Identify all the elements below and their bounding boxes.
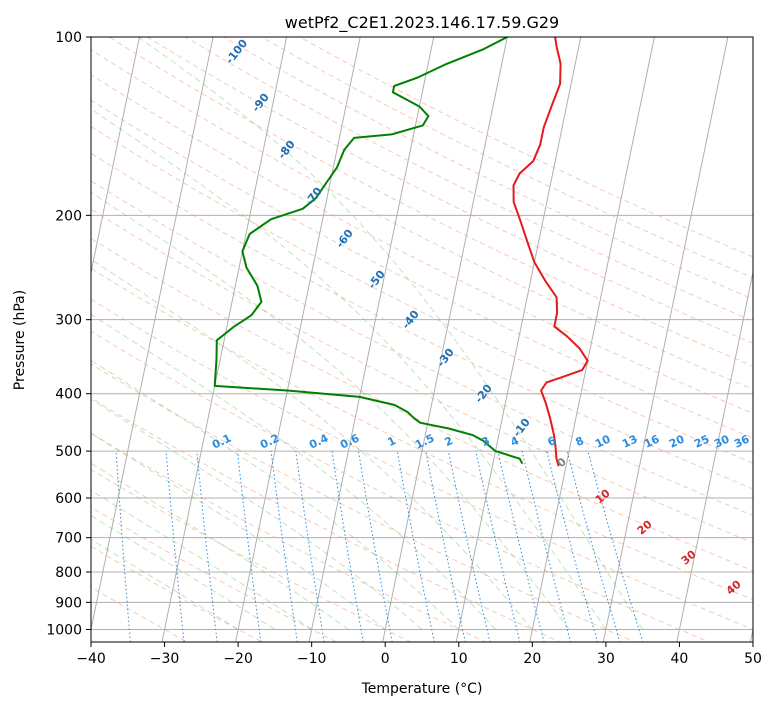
y-tick-label: 100 [55,30,82,46]
y-tick-label: 300 [55,313,82,329]
y-tick-label: 500 [55,444,82,460]
temperature-profile-line [512,37,589,467]
x-tick-label: 30 [597,651,615,667]
mixing-ratio-line [295,451,325,642]
x-tick-label: −40 [76,651,106,667]
isotherm-line [161,37,288,642]
y-tick-label: 400 [55,387,82,403]
x-tick-label: 10 [450,651,468,667]
x-tick-label: 40 [671,651,689,667]
moist-adiabat-line [91,108,607,630]
plot-frame [90,36,754,643]
dry-adiabat-line [91,298,753,630]
mixing-ratio-label: 10 [593,432,613,450]
y-tick-label: 1000 [46,622,82,638]
y-tick-label: 200 [55,208,82,224]
moist-adiabat-line [91,191,570,630]
x-tick-label: 20 [523,651,541,667]
y-tick-label: 800 [55,565,82,581]
mixing-ratio-line [448,451,491,642]
dry-adiabat-line [91,506,338,642]
x-tick-label: −20 [223,651,253,667]
mixing-ratio-label: 16 [642,432,662,450]
background-lines [91,37,753,642]
moist-adiabat-line [91,538,239,630]
moist-adiabat-line [91,258,533,630]
isotherm-line [602,37,729,642]
moist-adiabat-line [137,37,644,630]
mixing-ratio-label: 30 [712,432,732,450]
dry-adiabat-line [91,208,753,544]
dry-adiabat-line [91,468,413,642]
isotherm-line [91,37,214,632]
x-tick-label: 0 [381,651,390,667]
axes: −40 −30 −20 −10 0 10 20 30 40 50 100 200 300 400 500 60… [46,30,762,667]
mixing-ratio-line [358,451,393,642]
isotherm-line [91,37,140,275]
isotherm-line [529,37,655,642]
mixing-ratio-line [475,450,521,642]
mixing-ratio-label: 20 [667,432,687,450]
mixing-ratio-line [497,450,545,642]
moist-adiabat-line [91,398,423,630]
isotherm-line [382,37,508,642]
y-tick-label: 900 [55,595,82,611]
moist-adiabat-line [91,432,386,630]
mixing-ratio-line [521,450,572,642]
mixing-ratio-line [196,451,218,642]
mixing-ratio-line [270,451,298,642]
dry-adiabat-line [91,74,753,415]
moist-adiabat-line [91,462,349,630]
dry-adiabat-line [91,152,753,490]
dry-adiabat-line [146,37,753,344]
dry-adiabat-line [223,37,753,300]
dry-adiabat-line [91,397,562,642]
x-tick-label: −10 [297,651,327,667]
mixing-ratio-line [115,451,131,642]
dry-adiabat-line [108,37,753,367]
y-tick-label: 700 [55,531,82,547]
isotherm-line [308,37,435,642]
mixing-ratio-line [236,451,262,642]
chart-title: wetPf2_C2E1.2023.146.17.59.G29 [285,13,559,33]
mixing-ratio-line [331,451,364,642]
mixing-ratio-line [425,451,466,642]
dry-adiabat-line [91,180,753,517]
dry-adiabat-line [91,267,753,601]
mixing-ratio-line [566,450,621,642]
dry-adiabat-line [91,432,487,642]
isotherm-line [455,37,582,642]
x-tick-label: −30 [150,651,180,667]
mixing-ratio-label: 25 [692,432,711,450]
isotherm-line [235,37,361,642]
mixing-ratio-line [546,450,599,642]
x-axis-label: Temperature (°C) [361,681,483,697]
mixing-ratio-label: 13 [620,432,639,450]
x-tick-label: 50 [744,651,762,667]
mixing-ratio-line [396,451,435,642]
y-axis-label: Pressure (hPa) [12,290,28,390]
data-lines [213,37,589,467]
mixing-ratio-line [165,451,185,642]
mixing-ratio-label: 36 [732,432,752,450]
y-tick-label: 600 [55,491,82,507]
dry-adiabat-line [91,330,711,642]
moist-adiabat-line [91,359,460,630]
dewpoint-profile-line [213,37,524,465]
isotherm-line [676,269,753,642]
